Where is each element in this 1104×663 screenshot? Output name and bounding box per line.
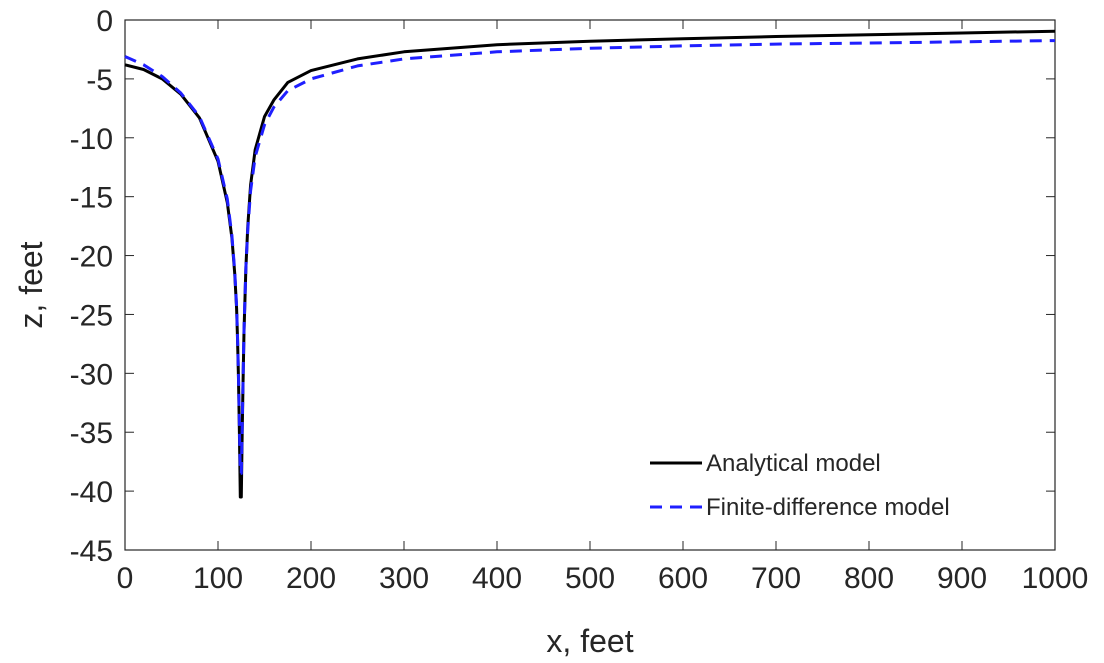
axes-box (124, 19, 1056, 551)
x-tick-label: 200 (286, 562, 336, 595)
x-tick-label: 100 (193, 562, 243, 595)
y-tick-label: 0 (96, 5, 113, 38)
x-tick-label: 300 (379, 562, 429, 595)
y-tick-label: -35 (70, 417, 113, 450)
y-tick-label: -10 (70, 123, 113, 156)
y-tick-label: -15 (70, 182, 113, 215)
x-tick-label: 700 (751, 562, 801, 595)
legend: Analytical model Finite-difference model (650, 450, 950, 521)
legend-label-finite-difference: Finite-difference model (706, 494, 950, 521)
series-line-finite-difference (124, 39, 1056, 475)
x-tick-label: 0 (117, 562, 134, 595)
y-tick-label: -25 (70, 299, 113, 332)
y-axis-label: z, feet (13, 241, 49, 328)
x-tick-label: 1000 (1022, 562, 1089, 595)
y-tick-label: -20 (70, 241, 113, 274)
x-tick-label: 800 (844, 562, 894, 595)
x-tick-label: 900 (937, 562, 987, 595)
x-tick-label: 600 (658, 562, 708, 595)
y-tick-label: -40 (70, 476, 113, 509)
x-tick-label: 500 (565, 562, 615, 595)
series-layer (124, 29, 1056, 499)
y-tick-label: -30 (70, 358, 113, 391)
y-ticks: 0 -5 -10 -15 -20 -25 -30 -35 -40 -45 (70, 5, 1055, 568)
x-axis-label: x, feet (546, 623, 633, 659)
legend-label-analytical: Analytical model (706, 450, 881, 477)
plot-area: 0 100 200 300 400 500 600 700 800 900 1000 0 -5 -10 -… (70, 5, 1089, 595)
x-tick-label: 400 (472, 562, 522, 595)
y-tick-label: -45 (70, 535, 113, 568)
x-ticks: 0 100 200 300 400 500 600 700 800 900 1000 (117, 20, 1089, 595)
y-tick-label: -5 (86, 64, 113, 97)
